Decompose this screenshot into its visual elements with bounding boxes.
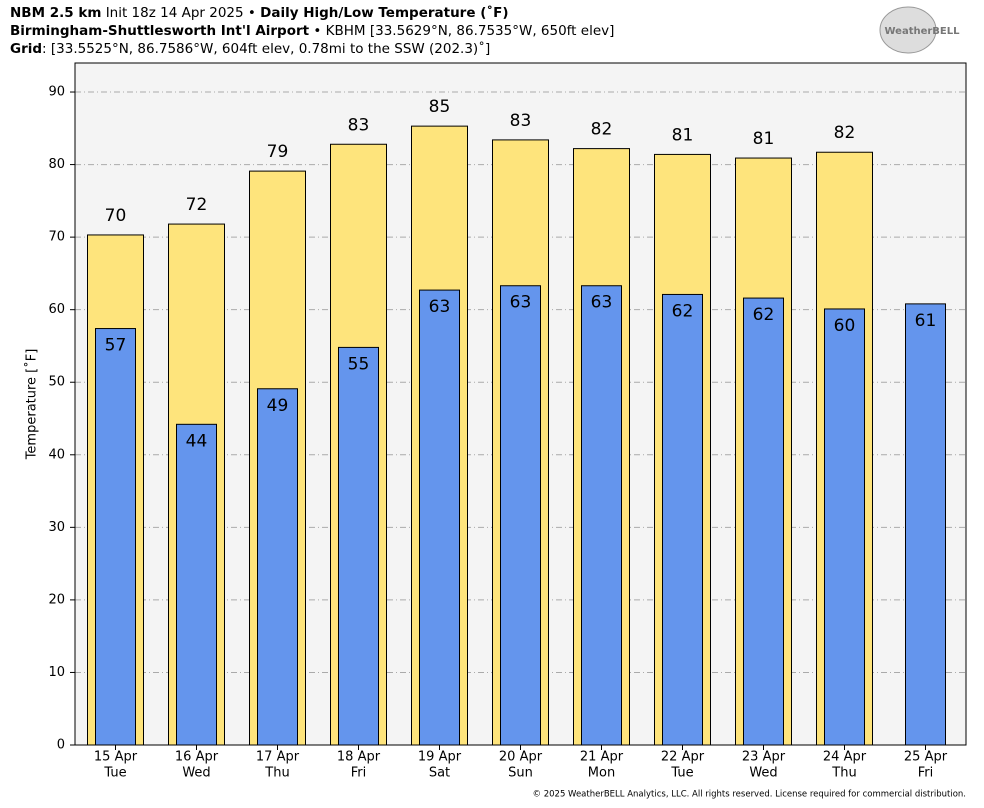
value-label: 83	[510, 111, 532, 131]
station-line: Birmingham-Shuttlesworth Int'l Airport •…	[10, 23, 614, 39]
y-tick-label: 60	[48, 302, 65, 317]
value-label: 44	[186, 431, 208, 451]
bar	[905, 303, 946, 746]
y-tick-label: 40	[48, 447, 65, 462]
bar	[419, 289, 460, 746]
y-tick-label: 80	[48, 157, 65, 172]
bar	[500, 285, 541, 746]
bar	[95, 328, 136, 746]
value-label: 55	[348, 354, 370, 374]
x-tick-weekday: Sun	[508, 766, 533, 781]
x-tick-weekday: Tue	[103, 766, 126, 781]
grid-line-info: Grid: [33.5525°N, 86.7586°W, 604ft elev,…	[10, 41, 490, 57]
y-tick-label: 70	[48, 230, 65, 245]
value-label: 57	[105, 336, 127, 356]
value-label: 60	[834, 316, 856, 336]
bar	[176, 423, 217, 746]
x-tick-label: 21 Apr	[580, 750, 624, 765]
value-label: 83	[348, 115, 370, 135]
x-tick-weekday: Thu	[831, 766, 856, 781]
bar	[824, 308, 865, 746]
bar	[581, 285, 622, 746]
y-axis-title: Temperature [˚F]	[24, 349, 40, 461]
value-label: 81	[753, 129, 775, 149]
value-label: 62	[753, 305, 775, 325]
value-label: 63	[591, 293, 613, 313]
x-tick-label: 16 Apr	[175, 750, 219, 765]
x-tick-label: 19 Apr	[418, 750, 462, 765]
x-tick-label: 20 Apr	[499, 750, 543, 765]
value-label: 63	[510, 293, 532, 313]
x-tick-weekday: Tue	[670, 766, 693, 781]
value-label: 82	[834, 123, 856, 143]
bar	[743, 297, 784, 746]
y-tick-label: 30	[48, 520, 65, 535]
title: NBM 2.5 km	[10, 5, 102, 21]
value-label: 81	[672, 125, 694, 145]
x-tick-label: 18 Apr	[337, 750, 381, 765]
x-tick-weekday: Sat	[429, 766, 450, 781]
value-label: 62	[672, 301, 694, 321]
grid-label: Grid	[10, 41, 43, 57]
plot-frame	[74, 62, 967, 746]
footer: © 2025 WeatherBELL Analytics, LLC. All r…	[533, 790, 966, 800]
x-tick-label: 17 Apr	[256, 750, 300, 765]
logo: WeatherBELL	[884, 26, 960, 37]
x-tick-label: 23 Apr	[742, 750, 786, 765]
title: Daily High/Low Temperature (˚F)	[260, 5, 509, 21]
x-tick-label: 15 Apr	[94, 750, 138, 765]
value-label: 85	[429, 97, 451, 117]
station: Birmingham-Shuttlesworth Int'l Airport	[10, 23, 310, 39]
x-tick-weekday: Fri	[351, 766, 367, 781]
y-tick-label: 50	[48, 375, 65, 390]
y-tick-label: 90	[48, 85, 65, 100]
logo-mark	[879, 6, 937, 54]
init: Init 18z 14 Apr 2025 •	[105, 5, 256, 21]
x-tick-label: 25 Apr	[904, 750, 948, 765]
y-tick-label: 0	[57, 738, 65, 753]
value-label: 49	[267, 396, 289, 416]
value-label: 61	[915, 311, 937, 331]
grid-info: : [33.5525°N, 86.7586°W, 604ft elev, 0.7…	[42, 41, 491, 57]
x-tick-weekday: Thu	[264, 766, 289, 781]
bar	[338, 346, 379, 746]
value-label: 70	[105, 206, 127, 226]
x-tick-label: 24 Apr	[823, 750, 867, 765]
x-tick-weekday: Mon	[588, 766, 615, 781]
bar	[257, 388, 298, 746]
y-tick-label: 10	[48, 665, 65, 680]
station-info: • KBHM [33.5629°N, 86.7535°W, 650ft elev…	[313, 23, 615, 39]
x-tick-label: 22 Apr	[661, 750, 705, 765]
value-label: 79	[267, 142, 289, 162]
bar	[662, 293, 703, 746]
value-label: 63	[429, 297, 451, 317]
value-label: 72	[186, 195, 208, 215]
value-label: 82	[591, 120, 613, 140]
x-tick-weekday: Wed	[749, 766, 777, 781]
title-line: NBM 2.5 km Init 18z 14 Apr 2025 • Daily …	[10, 5, 509, 21]
x-tick-weekday: Wed	[182, 766, 210, 781]
y-tick-label: 20	[48, 592, 65, 607]
x-tick-weekday: Fri	[918, 766, 934, 781]
